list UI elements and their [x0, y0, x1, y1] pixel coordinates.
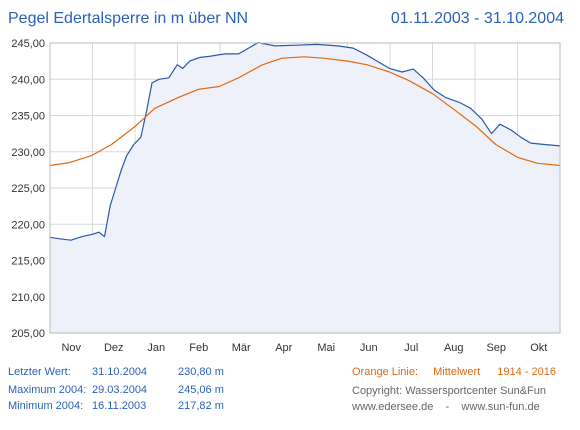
legend-row: Orange Linie: Mittelwert 1914 - 2016 — [352, 366, 556, 378]
y-tick-label: 240,00 — [11, 74, 45, 86]
x-tick-label: Jan — [147, 342, 165, 354]
chart-period: 01.11.2003 - 31.10.2004 — [390, 10, 564, 27]
stat-min-date: 16.11.2003 — [92, 400, 147, 412]
y-tick-label: 210,00 — [11, 292, 45, 304]
plot-frame — [49, 42, 561, 334]
y-tick-label: 220,00 — [11, 219, 45, 231]
series-line-pegel — [49, 42, 561, 241]
y-tick-label: 230,00 — [11, 147, 45, 159]
x-tick-label: Mär — [232, 342, 251, 354]
x-tick-label: Apr — [275, 342, 292, 354]
stat-min-label: Minimum 2004: — [8, 400, 84, 412]
stat-last-label: Letzter Wert: — [8, 366, 71, 378]
x-tick-label: Jun — [360, 342, 378, 354]
y-tick-label: 235,00 — [11, 111, 45, 123]
stat-max-label: Maximum 2004: — [8, 384, 87, 396]
stat-min-value: 217,82 m — [178, 400, 224, 412]
x-tick-label: Dez — [104, 342, 124, 354]
website-links: www.edersee.de - www.sun-fun.de — [352, 401, 540, 413]
legend-series: Mittelwert — [433, 366, 481, 378]
x-tick-label: Sep — [486, 342, 506, 354]
legend-prefix: Orange Linie: — [352, 366, 419, 378]
legend-range: 1914 - 2016 — [497, 366, 556, 378]
x-tick-label: Aug — [444, 342, 464, 354]
stat-last-value: 230,80 m — [178, 366, 224, 378]
stat-max-value: 245,06 m — [178, 384, 224, 396]
y-tick-label: 215,00 — [11, 256, 45, 268]
series-line-mittelwert — [49, 56, 561, 167]
chart-title: Pegel Edertalsperre in m über NN — [8, 10, 249, 27]
x-tick-label: Okt — [530, 342, 547, 354]
series-area-pegel — [50, 42, 560, 333]
stat-max-date: 29.03.2004 — [92, 384, 148, 396]
x-tick-label: Mai — [317, 342, 335, 354]
y-tick-label: 205,00 — [11, 328, 45, 340]
x-tick-label: Nov — [61, 342, 81, 354]
stat-last-date: 31.10.2004 — [92, 366, 148, 378]
copyright-text: Copyright: Wassersportcenter Sun&Fun — [352, 385, 547, 397]
x-tick-label: Jul — [404, 342, 418, 354]
x-tick-label: Feb — [189, 342, 208, 354]
y-tick-label: 225,00 — [11, 183, 45, 195]
y-tick-label: 245,00 — [11, 38, 45, 50]
